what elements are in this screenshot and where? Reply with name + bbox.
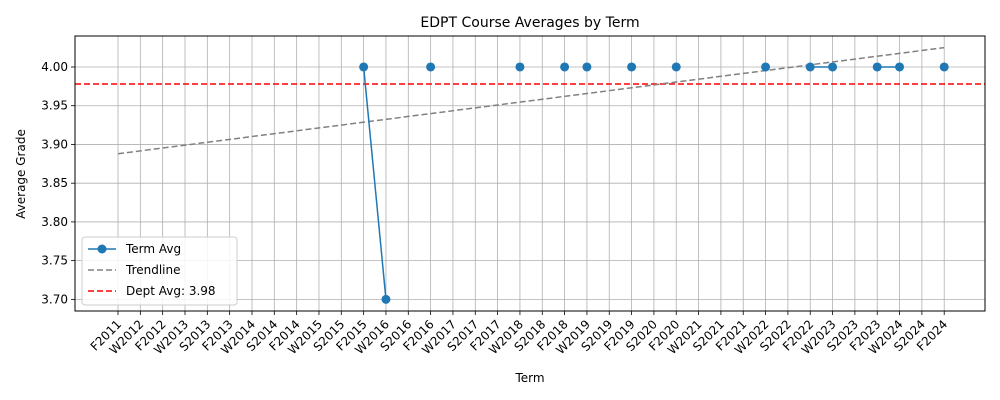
y-tick-label: 3.70 — [41, 292, 68, 306]
chart-title: EDPT Course Averages by Term — [420, 15, 639, 31]
legend-label: Trendline — [125, 263, 181, 277]
y-tick-label: 3.75 — [41, 254, 68, 268]
plot-frame — [74, 35, 986, 312]
term-avg-point — [515, 62, 525, 72]
term-avg-segment — [362, 66, 387, 300]
term-avg-point — [359, 62, 369, 72]
y-tick-label: 3.85 — [41, 176, 68, 190]
term-avg-point — [627, 62, 637, 72]
term-avg-point — [381, 294, 391, 304]
legend-box — [81, 236, 238, 306]
term-avg-point — [939, 62, 949, 72]
term-avg-point — [582, 62, 592, 72]
y-tick-label: 4.00 — [41, 60, 68, 74]
term-avg-point — [761, 62, 771, 72]
y-tick-label: 3.80 — [41, 215, 68, 229]
trendline — [117, 46, 945, 155]
legend-label: Dept Avg: 3.98 — [126, 284, 216, 298]
term-avg-point — [828, 62, 838, 72]
term-avg-point — [671, 62, 681, 72]
y-tick-label: 3.95 — [41, 99, 68, 113]
plot-area — [75, 46, 985, 304]
x-axis: F2011W2012F2012W2013S2013F2013W2014S2014… — [88, 311, 950, 357]
term-avg-point — [805, 62, 815, 72]
legend-marker — [97, 244, 107, 254]
term-avg-point — [426, 62, 436, 72]
y-tick-label: 3.90 — [41, 137, 68, 151]
x-axis-label: Term — [514, 371, 544, 385]
legend: Term Avg Trendline Dept Avg: 3.98 — [81, 236, 238, 306]
term-avg-point — [895, 62, 905, 72]
y-axis-label: Average Grade — [14, 129, 28, 219]
term-avg-point — [872, 62, 882, 72]
legend-label: Term Avg — [125, 242, 181, 256]
term-avg-point — [560, 62, 570, 72]
y-axis: 3.70 3.75 3.80 3.85 3.90 3.95 4.00 — [41, 60, 75, 306]
